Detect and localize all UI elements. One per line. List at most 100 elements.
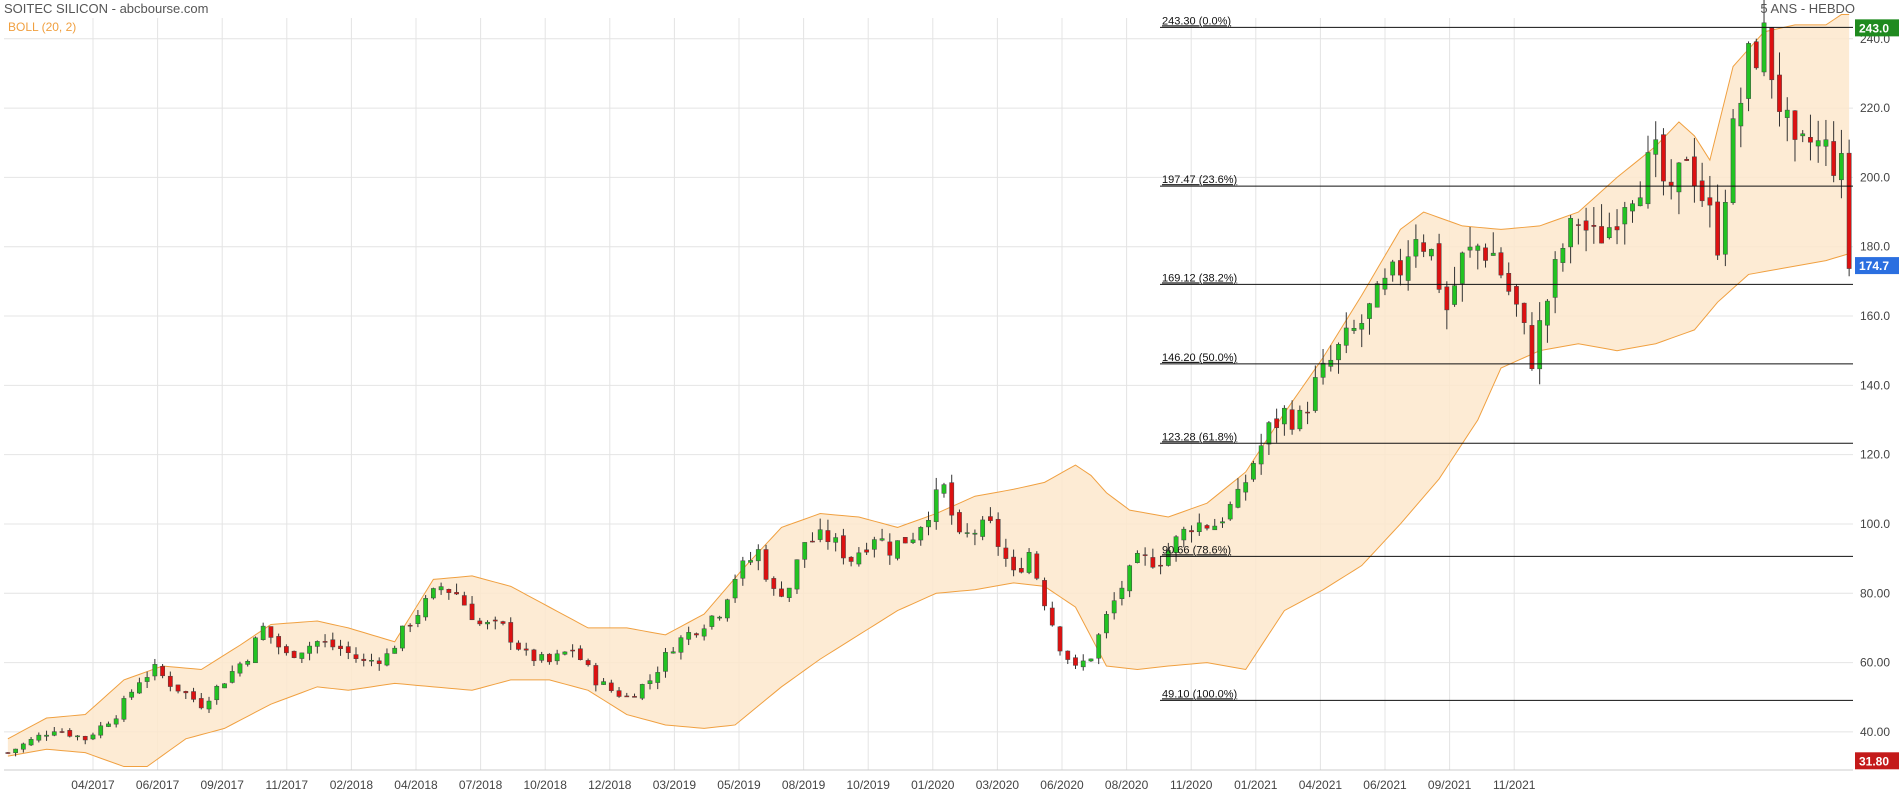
price-badge-low [1855,752,1899,770]
x-tick-label: 04/2017 [71,778,115,792]
price-badge-label: 31.80 [1859,754,1889,768]
x-tick-label: 01/2021 [1234,778,1278,792]
candle-body [245,661,251,665]
candle-body [1220,521,1225,524]
candle-body [810,540,815,543]
candle-body [1444,286,1450,311]
candle-body [369,659,374,662]
candle-body [137,682,142,694]
candle-body [423,598,429,618]
candle-body [1382,277,1388,290]
candle-body [284,646,289,654]
candle-body [1545,300,1550,326]
x-tick-label: 10/2019 [847,778,891,792]
candle-body [1699,180,1705,202]
candle-body [461,595,467,606]
candle-body [523,648,529,651]
y-tick-label: 140.0 [1860,378,1890,392]
candle-body [376,660,382,664]
candle-body [1305,411,1310,414]
candle-body [307,645,312,654]
candle-body [724,599,730,619]
y-tick-label: 80.00 [1860,586,1890,600]
chart-title: SOITEC SILICON - abcbourse.com [4,1,209,16]
candle-body [28,739,34,746]
bollinger-band [7,14,1850,768]
candle-body [1281,407,1287,425]
period-label[interactable]: 5 ANS - HEBDO [1760,1,1855,16]
candle-body [322,641,328,643]
candle-body [469,603,475,621]
candle-body [1583,220,1589,231]
x-tick-label: 03/2019 [653,778,697,792]
candle-body [786,587,792,598]
candle-body [1073,657,1078,666]
candle-body [121,698,127,720]
candle-body [902,537,908,544]
candle-body [1823,139,1829,147]
candle-body [268,626,274,638]
bollinger-legend: BOLL (20, 2) [8,20,77,34]
candle-body [1467,246,1473,251]
candle-body [1800,133,1806,137]
candle-body [222,683,227,689]
candle-body [338,645,343,649]
candle-body [694,633,699,636]
candle-body [1529,325,1535,370]
candle-body [1668,181,1674,186]
x-tick-label: 06/2020 [1040,778,1084,792]
y-axis: 40.00 60.00 80.00 100.0 120.0 140.0 160.0 180.0… [1860,32,1890,739]
candle-body [995,518,1001,547]
candle-body [1568,218,1573,248]
y-tick-label: 60.00 [1860,656,1890,670]
candle-body [492,619,498,622]
candle-body [1459,252,1465,284]
x-tick-label: 02/2018 [330,778,374,792]
candle-body [539,654,545,661]
candle-body [407,624,413,627]
candle-body [1034,553,1040,579]
candle-body [214,685,220,701]
candle-body [1769,27,1775,81]
x-tick-label: 12/2018 [588,778,632,792]
candle-body [1312,377,1318,411]
candle-body [1653,139,1659,155]
x-tick-label: 04/2021 [1299,778,1343,792]
x-tick-label: 03/2020 [976,778,1020,792]
candle-body [802,542,808,560]
candle-body [1235,488,1241,508]
candle-body [1111,600,1117,614]
candle-body [75,735,80,738]
candle-body [1165,550,1171,566]
candle-body [485,621,490,625]
candle-body [1753,41,1759,69]
candle-body [833,537,839,543]
candle-body [5,752,11,754]
fib-level-label: 146.20 (50.0%) [1162,352,1237,364]
candle-body [276,636,282,648]
candle-body [1428,248,1434,257]
candle-body [1374,283,1380,308]
x-tick-label: 01/2020 [911,778,955,792]
candle-body [879,538,885,541]
candle-body [392,647,398,654]
candle-body [686,632,692,640]
fib-level-label: 49.10 (100.0%) [1162,688,1237,700]
candle-body [841,535,846,559]
candle-body [260,625,266,640]
candle-body [1645,152,1651,205]
candle-body [957,512,962,533]
candle-body [1792,110,1798,140]
candle-body [655,672,661,683]
candle-body [1212,525,1218,531]
candle-body [1258,445,1264,465]
candle-body [1436,243,1442,290]
candle-body [175,684,181,692]
candle-body [817,529,823,540]
candle-body [1351,327,1357,331]
candle-body [624,695,630,698]
x-tick-label: 06/2021 [1363,778,1407,792]
candle-body [848,556,854,562]
candle-body [1011,556,1016,571]
